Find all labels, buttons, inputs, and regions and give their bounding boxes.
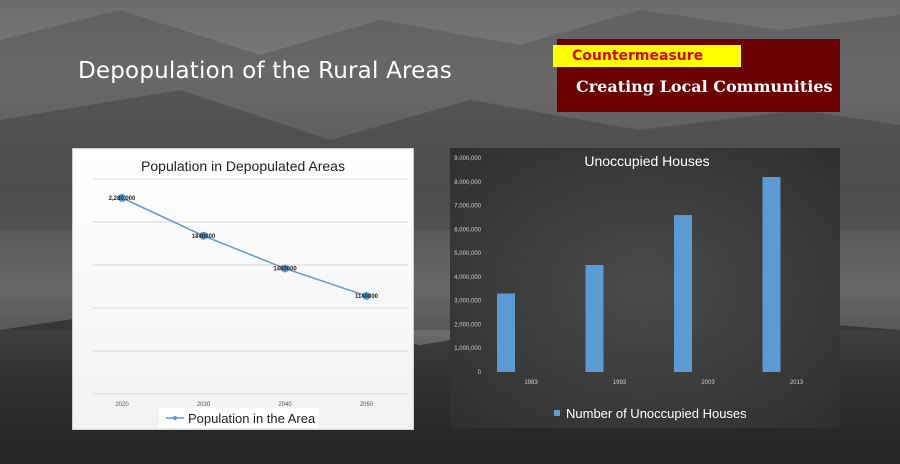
unoccupied-houses-bar-chart: Unoccupied Houses 0 1,000,000 2,000,000 3,0… xyxy=(450,148,840,428)
line-data-label: 1140000 xyxy=(355,294,379,300)
population-line-chart: Population in Depopulated Areas 2020 2030… xyxy=(72,148,414,430)
line-data-point xyxy=(199,231,208,240)
line-series-points xyxy=(118,193,371,300)
bar-x-tick-label: 2013 xyxy=(790,380,804,386)
line-x-tick-label: 2020 xyxy=(115,402,129,408)
line-chart-svg: Population in Depopulated Areas 2020 2030… xyxy=(93,158,408,428)
countermeasure-label: Countermeasure xyxy=(553,45,741,67)
bar-legend-label: Number of Unoccupied Houses xyxy=(566,406,747,421)
line-chart-title: Population in Depopulated Areas xyxy=(141,158,345,174)
line-data-labels: 2,280,000 1840000 1460000 1140000 xyxy=(109,196,379,300)
countermeasure-text: Creating Local Communities xyxy=(576,77,833,96)
bar-y-tick-label: 4,000,000 xyxy=(454,275,481,281)
bar-x-tick-label: 1983 xyxy=(524,380,538,386)
bar-y-tick-label: 9,000,000 xyxy=(454,156,481,162)
line-x-tick-label: 2040 xyxy=(278,402,292,408)
bar-y-tick-label: 0 xyxy=(478,370,482,376)
bar-y-tick-label: 7,000,000 xyxy=(454,204,481,210)
bar-x-tick-label: 2003 xyxy=(701,380,715,386)
line-series-path xyxy=(121,197,367,297)
line-legend-label: Population in the Area xyxy=(188,411,316,426)
bar-chart-x-axis: 1983 1993 2003 2013 xyxy=(524,380,804,386)
bar-chart-title: Unoccupied Houses xyxy=(584,153,709,169)
line-data-label: 2,280,000 xyxy=(109,196,136,202)
bar-y-tick-label: 2,000,000 xyxy=(454,322,481,328)
line-x-tick-label: 2050 xyxy=(360,402,374,408)
bar-y-tick-label: 6,000,000 xyxy=(454,227,481,233)
bar-series xyxy=(497,177,781,372)
bar xyxy=(585,265,604,372)
line-legend-box xyxy=(159,408,319,428)
line-x-tick-label: 2030 xyxy=(197,402,211,408)
line-chart-x-axis: 2020 2030 2040 2050 xyxy=(115,402,374,408)
bar-y-tick-label: 3,000,000 xyxy=(454,299,481,305)
bar-legend-swatch xyxy=(554,410,560,416)
bar-y-tick-label: 5,000,000 xyxy=(454,251,481,257)
line-data-label: 1840000 xyxy=(192,234,216,240)
line-legend-marker xyxy=(173,416,177,420)
bar xyxy=(497,293,515,372)
bar-x-tick-label: 1993 xyxy=(613,380,627,386)
line-chart-gridlines xyxy=(93,178,408,395)
page-title: Depopulation of the Rural Areas xyxy=(78,58,452,84)
bar xyxy=(762,177,781,372)
bar-y-tick-label: 8,000,000 xyxy=(454,180,481,186)
bar-y-tick-label: 1,000,000 xyxy=(454,346,481,352)
line-data-point xyxy=(362,291,371,300)
bar-chart-svg: Unoccupied Houses 0 1,000,000 2,000,000 3,0… xyxy=(454,153,804,421)
bar xyxy=(674,215,692,372)
bar-chart-y-axis: 0 1,000,000 2,000,000 3,000,000 4,000,000 5,0… xyxy=(454,156,481,376)
line-data-label: 1460000 xyxy=(273,266,297,272)
line-data-point xyxy=(118,193,126,202)
line-data-point xyxy=(281,264,289,273)
